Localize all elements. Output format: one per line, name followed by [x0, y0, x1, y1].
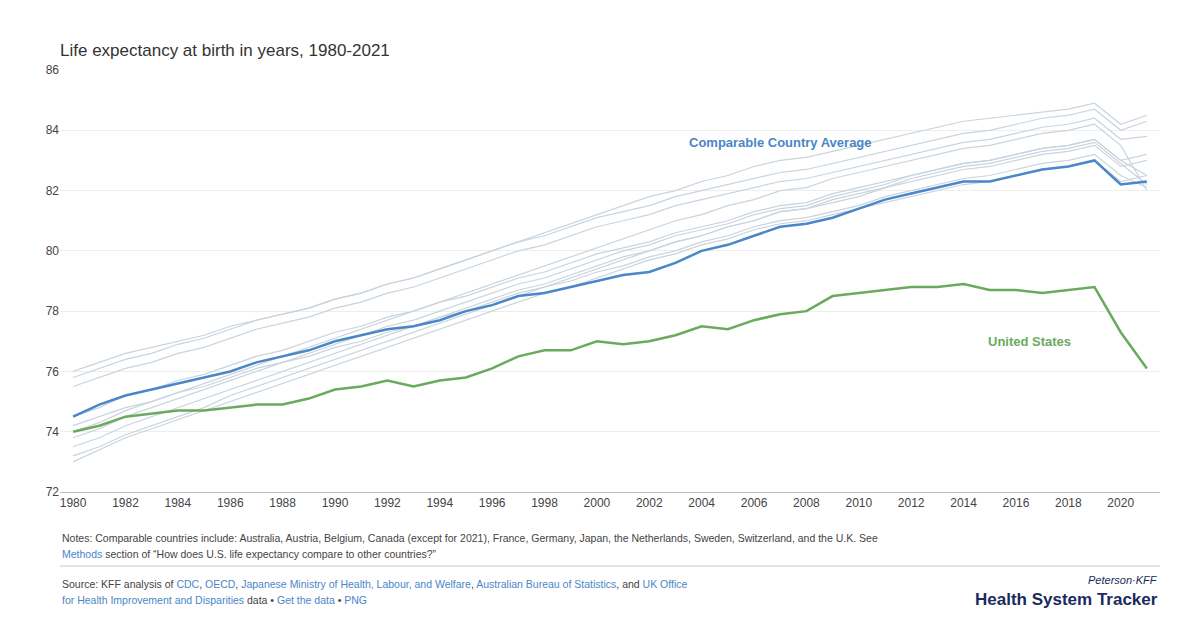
svg-text:1996: 1996 [479, 496, 506, 510]
svg-text:1984: 1984 [165, 496, 192, 510]
svg-text:Comparable Country Average: Comparable Country Average [689, 135, 872, 150]
svg-text:2012: 2012 [898, 496, 925, 510]
svg-text:1990: 1990 [322, 496, 349, 510]
svg-text:1980: 1980 [60, 496, 87, 510]
svg-text:2018: 2018 [1055, 496, 1082, 510]
svg-text:80: 80 [46, 244, 60, 258]
svg-text:74: 74 [46, 425, 60, 439]
svg-text:1994: 1994 [426, 496, 453, 510]
svg-text:82: 82 [46, 184, 60, 198]
svg-text:for Health Improvement and Dis: for Health Improvement and Disparities d… [62, 594, 367, 606]
svg-text:Methods section of “How does U: Methods section of “How does U.S. life e… [62, 548, 437, 560]
svg-text:2000: 2000 [584, 496, 611, 510]
svg-text:Source: KFF analysis of CDC, O: Source: KFF analysis of CDC, OECD, Japan… [62, 578, 687, 590]
svg-text:2014: 2014 [950, 496, 977, 510]
svg-text:1982: 1982 [112, 496, 139, 510]
svg-text:2020: 2020 [1107, 496, 1134, 510]
svg-text:Health System Tracker: Health System Tracker [975, 590, 1158, 609]
svg-text:1998: 1998 [531, 496, 558, 510]
svg-text:2008: 2008 [793, 496, 820, 510]
svg-text:2010: 2010 [845, 496, 872, 510]
svg-text:2004: 2004 [688, 496, 715, 510]
svg-text:1992: 1992 [374, 496, 401, 510]
svg-text:United States: United States [988, 334, 1071, 349]
svg-text:86: 86 [46, 63, 60, 77]
svg-text:2016: 2016 [1003, 496, 1030, 510]
svg-text:Notes: Comparable countries in: Notes: Comparable countries include: Aus… [62, 532, 878, 544]
svg-text:2002: 2002 [636, 496, 663, 510]
svg-text:84: 84 [46, 123, 60, 137]
svg-text:Life expectancy at birth in ye: Life expectancy at birth in years, 1980-… [60, 41, 390, 60]
svg-text:1986: 1986 [217, 496, 244, 510]
svg-text:1988: 1988 [269, 496, 296, 510]
svg-text:2006: 2006 [741, 496, 768, 510]
svg-text:76: 76 [46, 365, 60, 379]
svg-text:72: 72 [46, 485, 60, 499]
svg-text:78: 78 [46, 304, 60, 318]
svg-text:Peterson·KFF: Peterson·KFF [1088, 574, 1158, 586]
